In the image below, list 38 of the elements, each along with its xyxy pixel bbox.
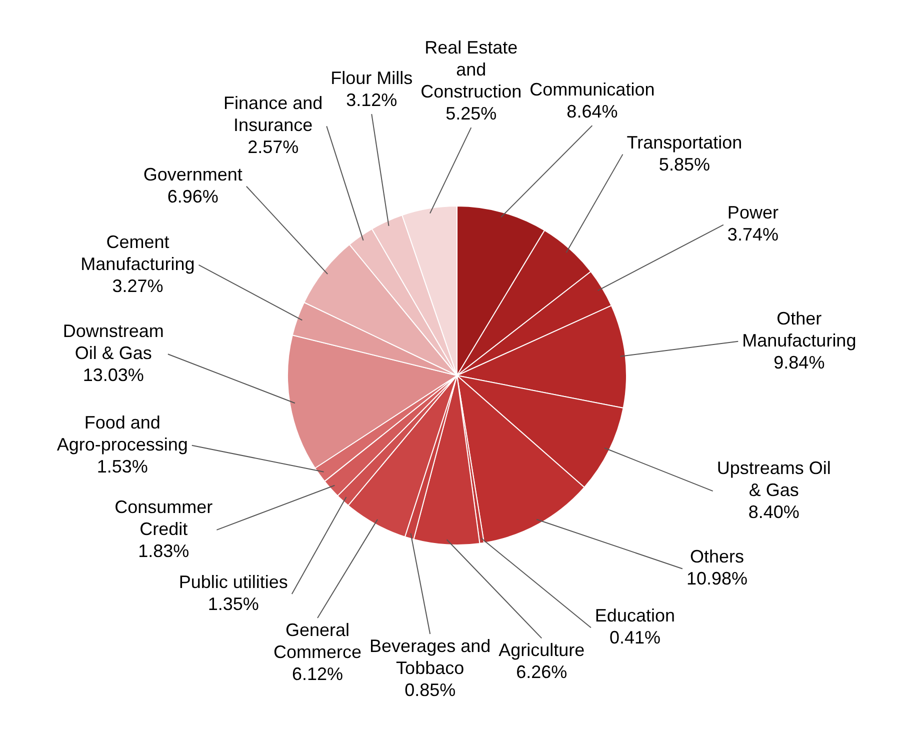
slice-label: Beverages and Tobbaco [370,636,491,678]
data-label: 3.12% [346,90,398,110]
data-label: 6.26% [516,662,568,682]
data-label: 6.96% [167,186,218,206]
slice-label: Education [594,606,675,626]
slice-label: Upstreams Oil & Gas [716,458,831,500]
slice-label: General Commerce [274,620,362,662]
slice-label: Finance and Insurance [224,93,323,136]
slice-label: Food and Agro-processing [56,412,188,454]
data-label: 0.41% [609,628,660,648]
data-label: 8.64% [566,102,618,122]
slice-label: Others [690,546,744,567]
data-label: 3.27% [112,276,164,296]
slice-label: Communication [530,80,655,100]
data-label: 2.57% [248,137,299,158]
data-label: 0.85% [404,680,456,700]
data-label: 3.74% [727,224,778,245]
slice-label: Government [143,164,242,184]
slice-label: Cement Manufacturing [80,232,195,274]
data-label: 8.40% [748,502,800,522]
slice-label: Consummer Credit [114,496,213,539]
slice-label: Flour Mills [330,68,413,88]
slice-label: Other Manufacturing [742,308,856,350]
data-label: 9.84% [774,352,825,372]
data-label: 1.35% [208,594,259,614]
slice-label: Downstream Oil & Gas [62,321,164,364]
data-label: 5.85% [658,154,710,174]
data-label: 1.53% [96,456,148,476]
data-label: 13.03% [82,365,144,386]
slice-label: Public utilities [178,572,288,592]
data-label: 10.98% [686,568,748,589]
data-label: 1.83% [138,540,190,561]
slice-label: Real Estate and Construction [420,38,522,102]
slice-label: Transportation [626,132,742,152]
slice-label: Agriculture [498,640,585,660]
slice-label: Power [727,202,778,223]
data-label: 5.25% [446,104,497,124]
data-label: 6.12% [292,664,344,684]
